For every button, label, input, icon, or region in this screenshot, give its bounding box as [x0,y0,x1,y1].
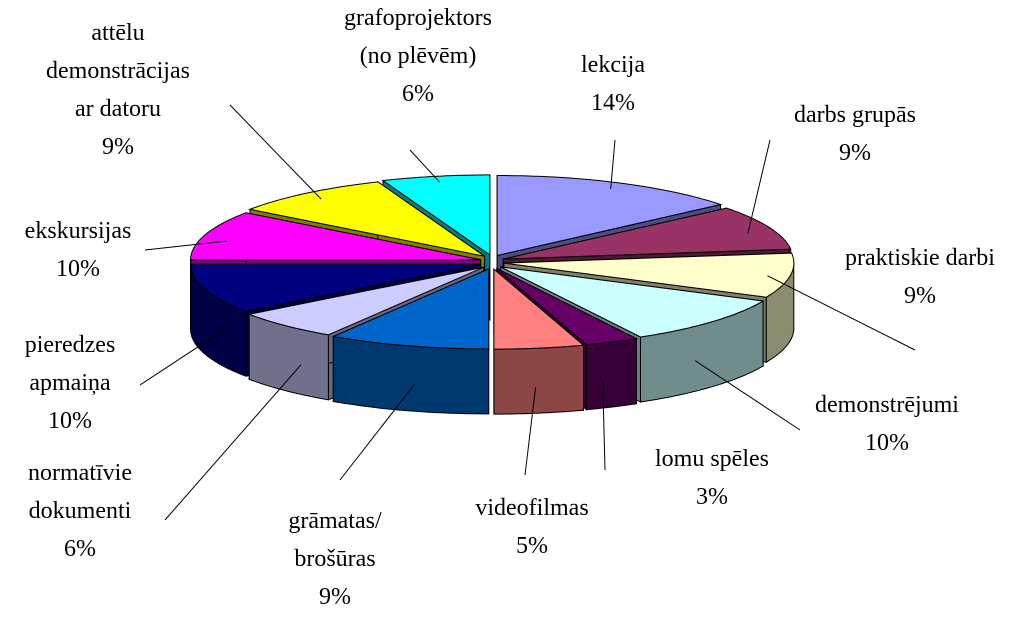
slice-label: demonstrējumi [815,392,959,418]
slice-label: grāmatas/brošūras [288,508,382,572]
leader-line [229,104,322,200]
slice-top [190,263,481,312]
pie-slice [493,268,585,415]
leader-line [610,139,616,190]
leader-line [694,360,801,431]
slice-top [331,268,490,350]
slice-wall [585,338,637,411]
value-label: 10% [56,256,100,282]
value-label: 14% [591,90,635,116]
slice-label: videofilmas [475,495,588,521]
slice-top [247,266,484,336]
value-label: 9% [839,140,871,166]
leader-line [747,139,771,234]
slice-label: praktiskie darbi [845,245,995,271]
leader-line [602,381,606,471]
leader-line [164,364,302,521]
leader-line [524,387,537,476]
slice-top [493,268,585,350]
value-label: 9% [319,584,351,610]
value-label: 3% [696,484,728,510]
slice-top [503,252,795,298]
value-label: 9% [102,134,134,160]
value-label: 6% [64,536,96,562]
slice-top [500,266,765,338]
leader-line [339,384,415,481]
value-label: 10% [865,430,909,456]
value-label: 10% [48,408,92,434]
slice-top [496,175,723,257]
slice-label: ekskursijas [25,218,132,244]
slice-label: darbs grupās [794,102,916,128]
slice-label: normatīvie dokumenti [28,460,132,524]
value-label: 6% [402,81,434,107]
slice-top [248,181,485,257]
leader-line [409,149,441,183]
leader-line [139,327,228,386]
slice-top [381,174,491,256]
slice-label: lomu spēles [655,446,769,472]
slice-top [502,207,792,260]
slice-label: attēlu demonstrācijas ar datoru [46,20,190,122]
value-label: 9% [904,283,936,309]
slice-top [190,212,481,261]
slice-label: grafoprojektors (no plēvēm) [344,5,492,69]
slice-label: lekcija [581,52,645,78]
value-label: 5% [516,533,548,559]
pie-slice [331,268,490,415]
leader-line [144,240,227,251]
leader-line [767,275,916,351]
slice-top [496,268,639,346]
slice-wall [493,344,584,415]
slice-label: pieredzes apmaiņa [25,332,116,396]
